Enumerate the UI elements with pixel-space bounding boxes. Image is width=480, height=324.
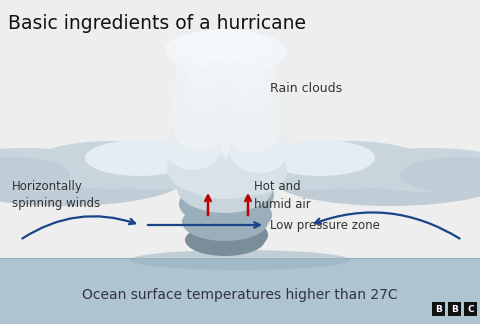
Ellipse shape <box>175 145 275 199</box>
Ellipse shape <box>224 63 266 97</box>
Ellipse shape <box>173 57 277 117</box>
Bar <box>448 302 461 316</box>
Text: Hot and
humid air: Hot and humid air <box>254 180 311 212</box>
Ellipse shape <box>400 157 480 193</box>
Ellipse shape <box>179 32 271 84</box>
Ellipse shape <box>173 126 277 184</box>
Ellipse shape <box>165 126 221 170</box>
Ellipse shape <box>265 140 375 176</box>
Ellipse shape <box>175 44 275 100</box>
Ellipse shape <box>169 88 281 152</box>
Ellipse shape <box>177 163 273 213</box>
Ellipse shape <box>270 141 430 189</box>
Ellipse shape <box>223 145 287 195</box>
Ellipse shape <box>165 32 245 68</box>
Ellipse shape <box>184 154 276 202</box>
Ellipse shape <box>192 217 268 253</box>
Text: Basic ingredients of a hurricane: Basic ingredients of a hurricane <box>8 14 306 33</box>
Ellipse shape <box>240 150 380 190</box>
Ellipse shape <box>0 150 185 206</box>
Bar <box>464 302 477 316</box>
Ellipse shape <box>270 150 480 206</box>
Ellipse shape <box>173 110 225 150</box>
Text: Horizontally
spinning winds: Horizontally spinning winds <box>12 180 100 210</box>
Ellipse shape <box>203 33 287 71</box>
Ellipse shape <box>187 62 227 94</box>
Ellipse shape <box>167 144 227 192</box>
Text: Low pressure zone: Low pressure zone <box>270 218 380 232</box>
Ellipse shape <box>0 148 115 192</box>
Text: B: B <box>435 305 442 314</box>
Ellipse shape <box>181 94 229 132</box>
Ellipse shape <box>340 148 480 192</box>
Ellipse shape <box>130 250 350 270</box>
Ellipse shape <box>180 117 280 173</box>
Text: Ocean surface temperatures higher than 27C: Ocean surface temperatures higher than 2… <box>82 288 398 302</box>
Ellipse shape <box>170 33 280 77</box>
Ellipse shape <box>188 195 272 235</box>
Text: B: B <box>451 305 458 314</box>
Ellipse shape <box>171 72 279 134</box>
Ellipse shape <box>30 141 190 189</box>
Ellipse shape <box>85 140 195 176</box>
Text: C: C <box>467 305 474 314</box>
Ellipse shape <box>0 157 70 193</box>
Ellipse shape <box>229 127 289 173</box>
Ellipse shape <box>186 173 274 217</box>
Text: Rain clouds: Rain clouds <box>270 82 342 95</box>
Ellipse shape <box>179 182 271 226</box>
Ellipse shape <box>181 76 225 112</box>
Bar <box>0 258 480 324</box>
Ellipse shape <box>85 150 225 190</box>
Ellipse shape <box>177 29 273 61</box>
Ellipse shape <box>222 94 272 134</box>
Ellipse shape <box>185 224 265 256</box>
Ellipse shape <box>226 78 272 114</box>
Ellipse shape <box>171 107 279 169</box>
Bar <box>432 302 445 316</box>
Ellipse shape <box>226 111 280 153</box>
Ellipse shape <box>182 203 268 241</box>
Ellipse shape <box>182 136 278 188</box>
